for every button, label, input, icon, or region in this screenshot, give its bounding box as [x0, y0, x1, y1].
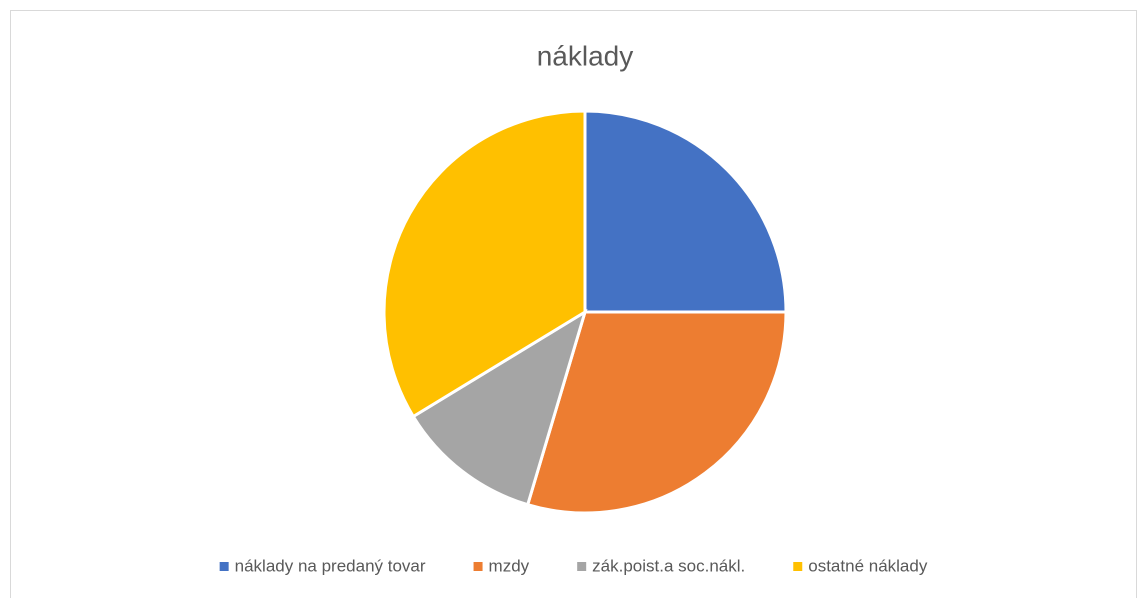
- legend: náklady na predaný tovar mzdy zák.poist.a …: [219, 556, 928, 575]
- pie-slice: [382, 109, 587, 419]
- legend-swatch: [219, 562, 229, 571]
- legend-label: zák.poist.a soc.nákl.: [592, 556, 745, 575]
- pie-slice: [411, 308, 588, 507]
- pie-slice: [583, 109, 788, 314]
- legend-swatch: [473, 562, 483, 571]
- pie-slice: [525, 310, 788, 515]
- legend-swatch: [577, 562, 587, 571]
- chart-title: náklady: [537, 40, 634, 71]
- legend-label: náklady na predaný tovar: [235, 556, 426, 575]
- legend-label: mzdy: [489, 556, 530, 575]
- legend-swatch: [793, 562, 803, 571]
- legend-label: ostatné náklady: [808, 556, 928, 575]
